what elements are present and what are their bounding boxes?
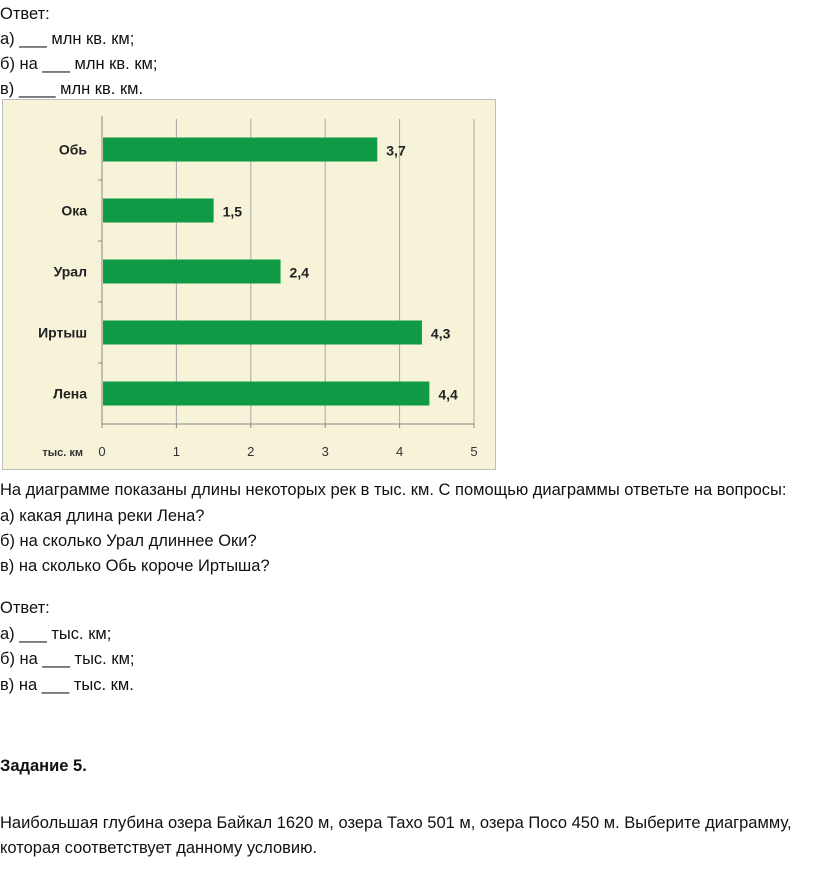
x-tick-label: 0 (98, 444, 105, 459)
x-tick-label: 1 (173, 444, 180, 459)
bar (103, 198, 214, 223)
bar (103, 259, 281, 284)
x-tick-label: 5 (470, 444, 477, 459)
task-prompt: На диаграмме показаны длины некоторых ре… (0, 481, 787, 499)
task-title: Задание 5. (0, 757, 87, 775)
river-length-chart: 0 1 2 3 4 5 тыс. км Обь 3,7 Ока 1,5 Урал 2,4 Иртыш 4,3… (2, 99, 496, 470)
x-tick-label: 3 (322, 444, 329, 459)
bar (103, 320, 422, 345)
question-b: б) на сколько Урал длиннее Оки? (0, 532, 257, 550)
category-label: Обь (59, 142, 88, 158)
category-label: Урал (54, 264, 87, 280)
data-label: 1,5 (223, 204, 243, 220)
answer-label: Ответ: (0, 5, 50, 23)
answer-c: в) ____ млн кв. км. (0, 80, 144, 98)
answer-a: а) ___ тыс. км; (0, 625, 112, 643)
x-tick-label: 2 (247, 444, 254, 459)
answer-a: а) ___ млн кв. км; (0, 30, 135, 48)
x-tick-label: 4 (396, 444, 403, 459)
chart-svg: 0 1 2 3 4 5 тыс. км Обь 3,7 Ока 1,5 Урал 2,4 Иртыш 4,3… (38, 116, 478, 459)
data-label: 3,7 (386, 143, 406, 159)
bar (103, 137, 378, 162)
answer-b: б) на ___ тыс. км; (0, 650, 135, 668)
task-text-line1: Наибольшая глубина озера Байкал 1620 м, … (0, 814, 792, 832)
x-axis-label: тыс. км (42, 447, 83, 459)
category-label: Иртыш (38, 325, 87, 341)
category-label: Лена (53, 386, 87, 402)
data-label: 4,4 (438, 387, 458, 403)
category-label: Ока (61, 203, 87, 219)
answer-label: Ответ: (0, 599, 50, 617)
task-text-line2: которая соответствует данному условию. (0, 839, 318, 857)
question-a: а) какая длина реки Лена? (0, 507, 205, 525)
data-label: 2,4 (290, 265, 310, 281)
answer-b: б) на ___ млн кв. км; (0, 55, 158, 73)
bar (103, 381, 430, 406)
answer-c: в) на ___ тыс. км. (0, 676, 134, 694)
question-c: в) на сколько Обь короче Иртыша? (0, 557, 270, 575)
data-label: 4,3 (431, 326, 451, 342)
